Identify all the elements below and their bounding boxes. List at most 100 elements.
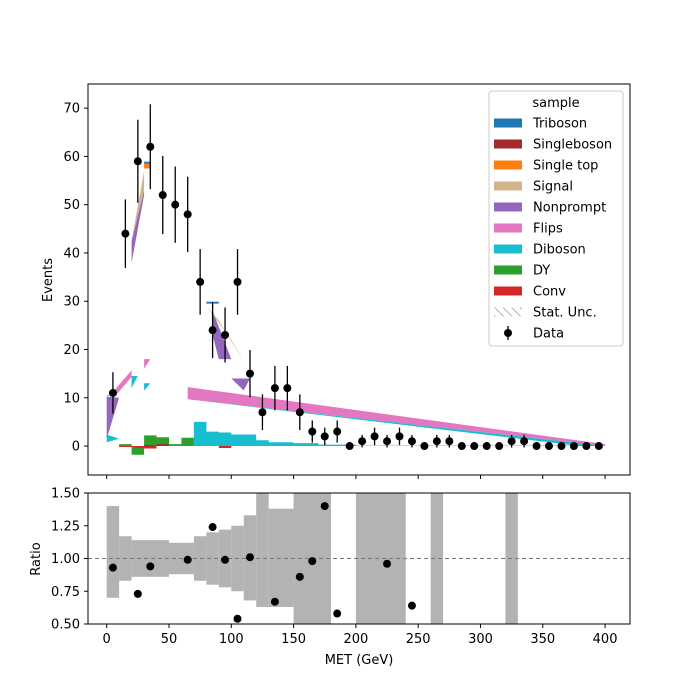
data-point	[295, 408, 304, 417]
ratio-x-tick-label: 400	[593, 632, 618, 647]
conv-stack-segment	[106, 446, 606, 449]
ratio-point	[133, 589, 142, 598]
ratio-point	[270, 597, 279, 606]
ratio-y-tick-label: 1.00	[51, 552, 80, 567]
data-point	[108, 388, 117, 397]
data-point	[470, 442, 479, 451]
data-point	[133, 157, 142, 166]
data-point	[258, 408, 267, 417]
data-point	[557, 442, 566, 451]
ratio-point	[308, 557, 317, 566]
legend-swatch-nonprompt	[494, 202, 522, 212]
nonprompt-stack-segment	[131, 190, 145, 263]
data-point	[507, 437, 516, 446]
main-x-ticks	[106, 475, 606, 479]
data-point	[245, 369, 254, 378]
legend-marker-data	[504, 329, 512, 337]
ratio-x-ticks: 0 50 100 150 200 250 300 350 400	[103, 624, 618, 647]
signal-stack-segment	[106, 394, 113, 397]
ratio-y-axis-label: Ratio	[29, 542, 44, 575]
legend-frame	[488, 90, 624, 347]
ratio-x-tick-label: 150	[281, 632, 306, 647]
main-y-tick-label: 10	[63, 391, 80, 406]
data-point	[420, 442, 429, 451]
data-point	[233, 277, 242, 286]
ratio-x-tick-label: 100	[219, 632, 244, 647]
diboson-stack-segment	[187, 399, 606, 446]
main-data-points	[108, 104, 603, 451]
ratio-band-bin	[256, 493, 269, 607]
ratio-band-bin	[268, 508, 294, 607]
legend-label-conv: Conv	[533, 285, 566, 300]
diboson-stack-segment	[106, 434, 120, 443]
main-y-tick-label: 60	[63, 150, 80, 165]
nonprompt-stack-segment	[212, 310, 232, 360]
data-point	[345, 442, 354, 451]
ratio-band-bin	[206, 532, 219, 585]
data-point	[158, 191, 167, 200]
main-y-tick-label: 50	[63, 198, 80, 213]
ratio-point	[320, 502, 329, 511]
flips-stack-segment	[187, 387, 606, 446]
data-point	[495, 442, 504, 451]
data-point	[383, 437, 392, 446]
diboson-stack-segment	[131, 376, 138, 389]
data-point	[545, 442, 554, 451]
nonprompt-stack-segment	[231, 378, 250, 391]
legend-swatch-conv	[494, 286, 522, 296]
main-y-tick-label: 30	[63, 295, 80, 310]
ratio-point	[295, 572, 304, 581]
legend-label-singleboson: Singleboson	[533, 138, 612, 153]
flips-stack-segment	[112, 370, 132, 399]
ratio-x-tick-label: 350	[530, 632, 555, 647]
data-point	[520, 437, 529, 446]
data-point	[221, 331, 230, 340]
legend-label-nonprompt: Nonprompt	[533, 201, 606, 216]
signal-stack-segment	[131, 170, 145, 241]
data-point	[395, 432, 404, 441]
legend-label-single-top: Single top	[533, 159, 598, 174]
data-point	[457, 442, 466, 451]
data-point	[532, 442, 541, 451]
ratio-points	[108, 502, 416, 623]
legend-label-stat-unc: Stat. Unc.	[533, 306, 597, 321]
data-point	[333, 427, 342, 436]
legend-title: sample	[532, 96, 579, 111]
ratio-x-tick-label: 50	[161, 632, 178, 647]
legend-swatch-signal	[494, 181, 522, 191]
ratio-y-tick-label: 0.75	[51, 585, 80, 600]
data-point	[445, 437, 454, 446]
data-point	[308, 427, 317, 436]
ratio-x-tick-label: 0	[103, 632, 111, 647]
ratio-band-bin	[430, 493, 444, 624]
ratio-x-tick-label: 300	[468, 632, 493, 647]
data-point	[569, 442, 578, 451]
main-y-tick-label: 20	[63, 343, 80, 358]
legend-label-signal: Signal	[533, 180, 573, 195]
nonprompt-stack-segment	[106, 396, 120, 439]
ratio-point	[146, 562, 155, 571]
main-y-tick-label: 70	[63, 102, 80, 117]
data-point	[320, 432, 329, 441]
data-point	[582, 442, 591, 451]
main-marks	[106, 161, 606, 455]
main-panel: 0 10 20 30 40 50 60 70 Events sample Triboson Si…	[41, 83, 631, 479]
ratio-x-tick-label: 200	[343, 632, 368, 647]
data-point	[358, 437, 367, 446]
ratio-point	[208, 523, 217, 532]
legend-swatch-single-top	[494, 160, 522, 170]
data-point	[171, 200, 180, 209]
main-y-ticks: 0 10 20 30 40 50 60 70	[63, 102, 88, 455]
legend-label-diboson: Diboson	[533, 243, 586, 258]
legend: sample Triboson Singleboson Single top Sign…	[488, 90, 624, 347]
legend-entries: Triboson Singleboson Single top Signal Nonpr…	[494, 117, 612, 342]
ratio-point	[183, 555, 192, 564]
flips-stack-segment	[144, 359, 151, 369]
main-y-tick-label: 40	[63, 246, 80, 261]
legend-label-dy: DY	[533, 264, 550, 279]
legend-swatch-triboson	[494, 118, 522, 128]
legend-label-flips: Flips	[533, 222, 563, 237]
data-point	[196, 277, 205, 286]
legend-swatch-singleboson	[494, 139, 522, 149]
